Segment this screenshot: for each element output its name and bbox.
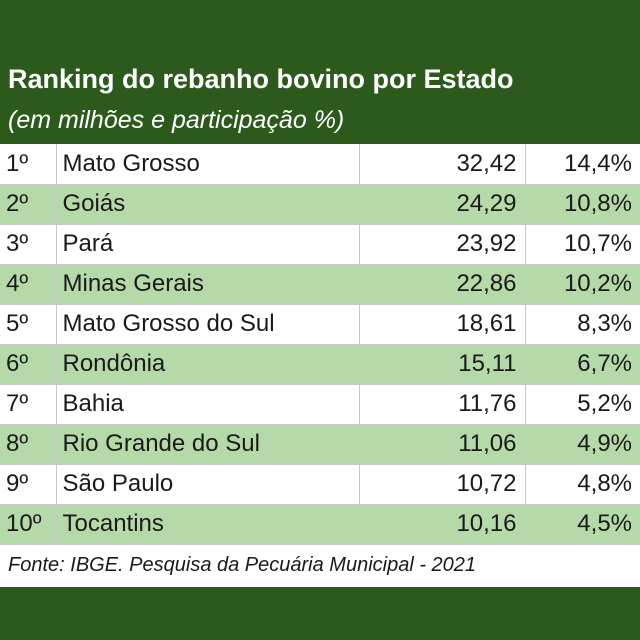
- table-row: 3º Pará 23,92 10,7%: [0, 224, 640, 265]
- state-cell: Mato Grosso: [56, 144, 360, 185]
- share-cell: 4,9%: [525, 424, 640, 465]
- herd-cell: 24,29: [359, 184, 526, 225]
- share-cell: 10,2%: [525, 264, 640, 305]
- herd-cell: 15,11: [359, 344, 526, 385]
- herd-cell: 10,16: [359, 504, 526, 545]
- share-cell: 8,3%: [525, 304, 640, 345]
- state-cell: Rio Grande do Sul: [56, 424, 360, 465]
- state-cell: Pará: [56, 224, 360, 265]
- rank-cell: 9º: [0, 464, 57, 505]
- share-cell: 4,8%: [525, 464, 640, 505]
- source-note: Fonte: IBGE. Pesquisa da Pecuária Munici…: [0, 544, 640, 587]
- share-cell: 14,4%: [525, 144, 640, 185]
- herd-cell: 18,61: [359, 304, 526, 345]
- herd-cell: 22,86: [359, 264, 526, 305]
- state-cell: Rondônia: [56, 344, 360, 385]
- chart-title: Ranking do rebanho bovino por Estado: [0, 58, 640, 100]
- rank-cell: 6º: [0, 344, 57, 385]
- state-cell: Tocantins: [56, 504, 360, 545]
- rank-cell: 3º: [0, 224, 57, 265]
- share-cell: 10,8%: [525, 184, 640, 225]
- table-row: 4º Minas Gerais 22,86 10,2%: [0, 264, 640, 305]
- table-row: 5º Mato Grosso do Sul 18,61 8,3%: [0, 304, 640, 345]
- share-cell: 5,2%: [525, 384, 640, 425]
- table-row: 10º Tocantins 10,16 4,5%: [0, 504, 640, 545]
- state-cell: Mato Grosso do Sul: [56, 304, 360, 345]
- share-cell: 4,5%: [525, 504, 640, 545]
- table-row: 6º Rondônia 15,11 6,7%: [0, 344, 640, 385]
- state-cell: Bahia: [56, 384, 360, 425]
- ranking-card: Ranking do rebanho bovino por Estado (em…: [0, 58, 640, 598]
- ranking-table: 1º Mato Grosso 32,42 14,4% 2º Goiás 24,29 10,8%…: [0, 144, 640, 545]
- state-cell: Minas Gerais: [56, 264, 360, 305]
- rank-cell: 2º: [0, 184, 57, 225]
- herd-cell: 11,76: [359, 384, 526, 425]
- table-row: 7º Bahia 11,76 5,2%: [0, 384, 640, 425]
- rank-cell: 4º: [0, 264, 57, 305]
- table-row: 9º São Paulo 10,72 4,8%: [0, 464, 640, 505]
- share-cell: 10,7%: [525, 224, 640, 265]
- herd-cell: 11,06: [359, 424, 526, 465]
- rank-cell: 10º: [0, 504, 57, 545]
- rank-cell: 5º: [0, 304, 57, 345]
- herd-cell: 23,92: [359, 224, 526, 265]
- share-cell: 6,7%: [525, 344, 640, 385]
- herd-cell: 10,72: [359, 464, 526, 505]
- table-row: 2º Goiás 24,29 10,8%: [0, 184, 640, 225]
- state-cell: Goiás: [56, 184, 360, 225]
- table-row: 1º Mato Grosso 32,42 14,4%: [0, 144, 640, 185]
- herd-cell: 32,42: [359, 144, 526, 185]
- table-row: 8º Rio Grande do Sul 11,06 4,9%: [0, 424, 640, 465]
- rank-cell: 8º: [0, 424, 57, 465]
- chart-subtitle: (em milhões e participação %): [0, 100, 640, 144]
- rank-cell: 1º: [0, 144, 57, 185]
- state-cell: São Paulo: [56, 464, 360, 505]
- rank-cell: 7º: [0, 384, 57, 425]
